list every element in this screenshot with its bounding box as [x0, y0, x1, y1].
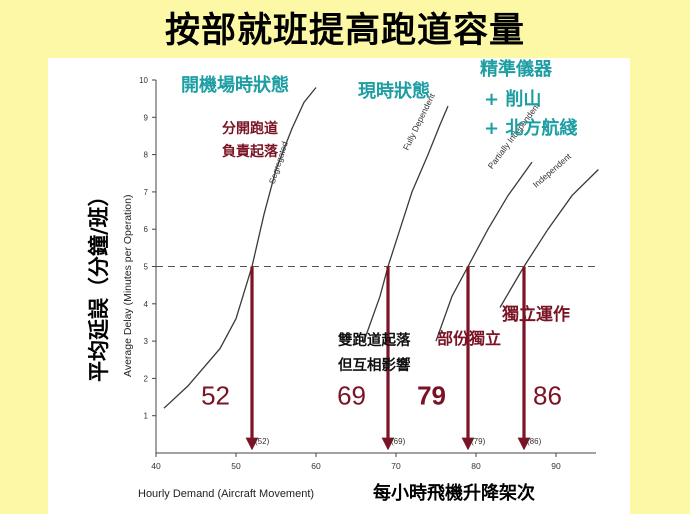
independent-operation-label: 獨立運作	[501, 304, 570, 325]
x-tick-label: 80	[471, 461, 481, 471]
x-axis-chinese: 每小時飛機升降架次	[373, 482, 535, 504]
y-tick-label: 7	[144, 188, 149, 197]
capacity-value-label: 52	[201, 381, 230, 411]
dual-runway-line1: 雙跑道起落	[338, 331, 411, 349]
arrows-layer: 52 (52) 69 (69) 79 (79) 86 (86)	[201, 266, 562, 451]
ticks-layer: 1 2 3 4 5 6 7 8 9 10 40 50 60 70 80 90	[139, 76, 561, 471]
capacity-axis-label: (52)	[255, 437, 270, 446]
x-tick-label: 50	[231, 461, 241, 471]
plus-north-route: + 北方航綫	[484, 117, 577, 139]
y-tick-label: 2	[144, 374, 149, 383]
capacity-value-label: 79	[417, 381, 446, 411]
split-runway-line2: 負責起落	[222, 143, 279, 160]
curve-independent	[499, 169, 599, 308]
capacity-value-label: 86	[533, 381, 562, 411]
curve-fully-dependent	[363, 105, 449, 342]
capacity-axis-label: (79)	[471, 437, 486, 446]
slide-title: 按部就班提高跑道容量	[164, 11, 525, 51]
y-tick-label: 3	[144, 337, 149, 346]
plus-xiaoshan: + 削山	[484, 88, 541, 110]
capacity-axis-label: (69)	[391, 437, 406, 446]
curve-segregated	[163, 87, 317, 409]
x-tick-label: 40	[151, 461, 161, 471]
y-axis-label: Average Delay (Minutes per Operation)	[122, 195, 134, 377]
y-tick-label: 9	[144, 113, 149, 122]
state-current: 現時狀態	[358, 80, 430, 102]
x-axis-label: Hourly Demand (Aircraft Movement)	[138, 488, 314, 500]
x-tick-label: 60	[311, 461, 321, 471]
y-axis-chinese: 平均延誤（分鐘/班）	[87, 185, 111, 382]
y-tick-label: 4	[144, 300, 149, 309]
curve-partially-independent	[435, 161, 533, 342]
y-tick-label: 1	[144, 412, 149, 421]
curve-label-independent: Independent	[531, 151, 574, 190]
capacity-value-label: 69	[337, 381, 366, 411]
y-tick-label: 5	[144, 263, 149, 272]
dual-runway-line2: 但互相影響	[338, 356, 411, 374]
state-open-airport: 開機場時狀態	[181, 74, 289, 96]
chart-panel	[48, 58, 630, 514]
y-tick-label: 8	[144, 151, 149, 160]
y-tick-label: 10	[139, 76, 148, 85]
x-tick-label: 70	[391, 461, 401, 471]
split-runway-line1: 分開跑道	[222, 120, 278, 137]
y-tick-label: 6	[144, 225, 149, 234]
capacity-axis-label: (86)	[527, 437, 542, 446]
partial-independent-label: 部份獨立	[437, 329, 501, 348]
x-tick-label: 90	[551, 461, 561, 471]
precision-instruments: 精準儀器	[480, 58, 553, 80]
